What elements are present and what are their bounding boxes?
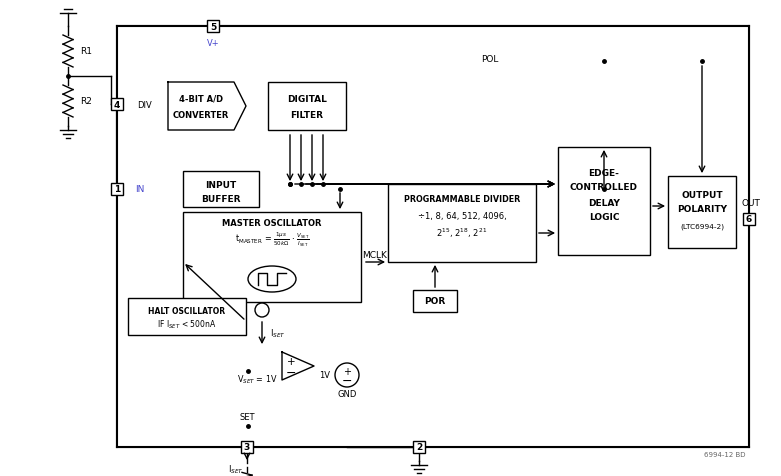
Text: DELAY: DELAY [588, 198, 620, 207]
Bar [111, 184, 123, 196]
Text: +: + [287, 356, 295, 366]
Text: R1: R1 [80, 48, 92, 56]
Text: INPUT: INPUT [205, 180, 237, 189]
Bar [268, 83, 346, 131]
Text: 1: 1 [114, 185, 120, 194]
Text: IN: IN [135, 185, 144, 194]
Text: 5: 5 [210, 22, 216, 31]
Text: DIGITAL: DIGITAL [287, 95, 327, 104]
Text: 4: 4 [114, 100, 120, 109]
Text: LOGIC: LOGIC [589, 213, 619, 222]
Text: CONTROLLED: CONTROLLED [570, 183, 638, 192]
Text: OUT: OUT [741, 199, 760, 208]
Text: ÷1, 8, 64, 512, 4096,: ÷1, 8, 64, 512, 4096, [418, 212, 506, 221]
Bar [668, 177, 736, 248]
Polygon shape [168, 83, 246, 131]
Text: EDGE-: EDGE- [589, 168, 619, 177]
Bar [558, 148, 650, 256]
Text: V+: V+ [207, 39, 219, 48]
Text: 4-BIT A/D: 4-BIT A/D [179, 94, 223, 103]
Text: 2$^{15}$, 2$^{18}$, 2$^{21}$: 2$^{15}$, 2$^{18}$, 2$^{21}$ [437, 226, 487, 239]
Ellipse shape [248, 267, 296, 292]
Bar [413, 290, 457, 312]
Text: 2: 2 [415, 443, 422, 452]
Text: SET: SET [239, 413, 255, 422]
Text: I$_{SET}$: I$_{SET}$ [228, 463, 244, 475]
Text: OUTPUT: OUTPUT [681, 190, 722, 199]
Text: R2: R2 [80, 97, 92, 106]
Text: FILTER: FILTER [291, 111, 323, 120]
Bar [207, 21, 219, 33]
Bar [388, 185, 536, 262]
Text: GND: GND [337, 390, 357, 399]
Text: POL: POL [481, 55, 499, 64]
Polygon shape [282, 352, 314, 380]
Bar [183, 213, 361, 302]
Text: +: + [343, 366, 351, 376]
Bar [743, 214, 755, 226]
Text: V$_{SET}$ = 1V: V$_{SET}$ = 1V [237, 373, 277, 386]
Text: HALT OSCILLATOR: HALT OSCILLATOR [148, 307, 226, 316]
Text: POR: POR [424, 297, 446, 306]
Text: 3: 3 [244, 443, 250, 452]
Text: MCLK: MCLK [362, 251, 387, 260]
Text: POLARITY: POLARITY [677, 204, 727, 213]
Circle shape [335, 363, 359, 387]
Text: t$_{\mathsf{MASTER}}$ = $\frac{1\mu s}{50k\Omega}$ $\cdot$ $\frac{V_{\mathsf{SET: t$_{\mathsf{MASTER}}$ = $\frac{1\mu s}{5… [234, 230, 309, 249]
Bar [413, 441, 425, 453]
Text: 6: 6 [746, 215, 752, 224]
Text: (LTC6994-2): (LTC6994-2) [680, 223, 724, 230]
Text: DIV: DIV [137, 100, 152, 109]
Text: −: − [286, 366, 296, 379]
Bar [128, 298, 246, 335]
Text: 1V: 1V [319, 371, 330, 380]
Text: BUFFER: BUFFER [201, 194, 241, 203]
Text: CONVERTER: CONVERTER [173, 110, 229, 119]
Bar [111, 99, 123, 111]
Text: PROGRAMMABLE DIVIDER: PROGRAMMABLE DIVIDER [404, 194, 520, 203]
Bar [183, 172, 259, 208]
Text: I$_{SET}$: I$_{SET}$ [270, 327, 286, 339]
Text: −: − [342, 374, 352, 387]
Bar [117, 27, 749, 447]
Bar [241, 441, 253, 453]
Text: IF I$_{SET}$ < 500nA: IF I$_{SET}$ < 500nA [157, 318, 216, 330]
Circle shape [255, 303, 269, 317]
Text: MASTER OSCILLATOR: MASTER OSCILLATOR [223, 219, 322, 228]
Text: 6994-12 BD: 6994-12 BD [704, 451, 745, 457]
